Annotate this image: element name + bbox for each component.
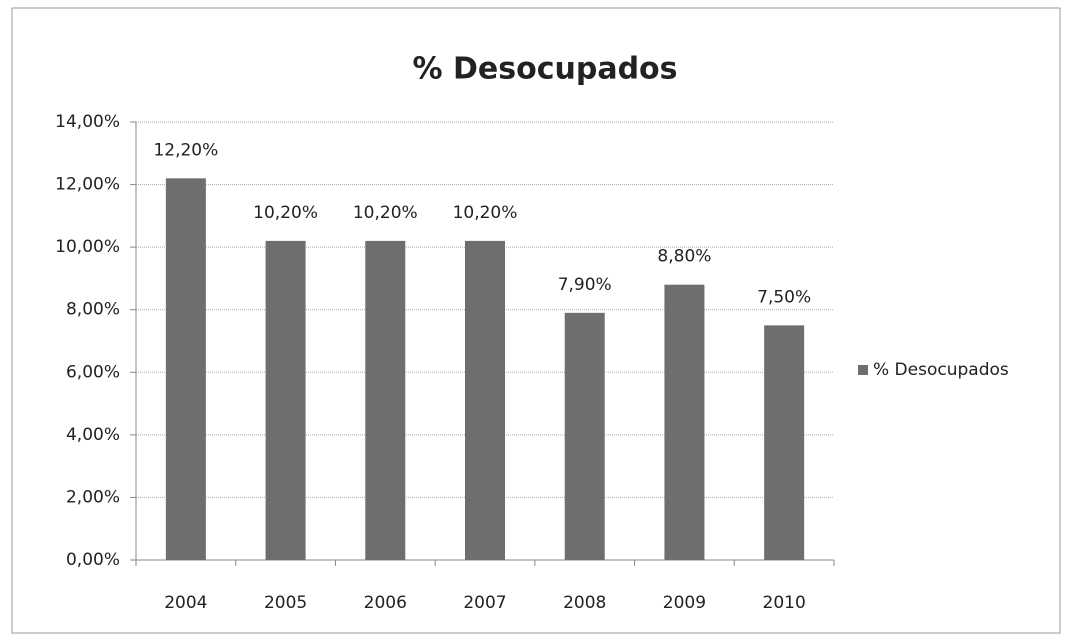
legend-label: % Desocupados — [873, 360, 1009, 380]
bar — [764, 325, 805, 560]
bar — [465, 240, 505, 560]
chart-title: % Desocupados — [412, 52, 677, 87]
x-tick-label: 2004 — [164, 593, 207, 613]
x-tick-label: 2007 — [463, 593, 506, 613]
y-tick-label: 4,00% — [66, 425, 120, 445]
y-tick-label: 6,00% — [66, 362, 120, 382]
legend-swatch — [858, 365, 868, 375]
bar — [564, 312, 605, 560]
data-label: 8,80% — [657, 247, 711, 267]
data-label: 7,50% — [757, 287, 811, 307]
data-label: 10,20% — [453, 203, 518, 223]
bar — [265, 240, 306, 560]
x-tick-label: 2008 — [563, 593, 606, 613]
x-tick-label: 2009 — [663, 593, 706, 613]
x-tick-label: 2010 — [763, 593, 806, 613]
x-tick-label: 2005 — [264, 593, 307, 613]
data-label: 12,20% — [153, 140, 218, 160]
data-label: 7,90% — [558, 275, 612, 295]
y-tick-label: 8,00% — [66, 300, 120, 320]
y-tick-label: 0,00% — [66, 550, 120, 570]
y-tick-label: 12,00% — [55, 175, 120, 195]
bar — [365, 240, 406, 560]
y-tick-label: 10,00% — [55, 237, 120, 257]
y-tick-label: 2,00% — [66, 487, 120, 507]
data-label: 10,20% — [353, 203, 418, 223]
bar — [165, 178, 206, 561]
y-tick-label: 14,00% — [55, 112, 120, 132]
data-label: 10,20% — [253, 203, 318, 223]
bar — [664, 284, 705, 560]
x-tick-label: 2006 — [364, 593, 407, 613]
